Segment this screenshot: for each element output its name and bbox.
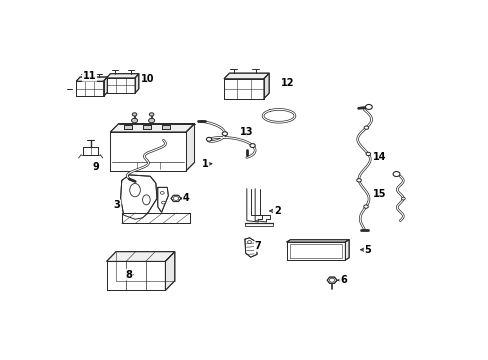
Text: 13: 13 (240, 127, 253, 138)
Circle shape (173, 197, 178, 201)
Polygon shape (121, 175, 157, 219)
Circle shape (131, 118, 137, 123)
Polygon shape (326, 277, 336, 283)
Polygon shape (224, 73, 268, 79)
Ellipse shape (129, 184, 140, 197)
Text: 7: 7 (254, 241, 261, 251)
Circle shape (132, 113, 137, 116)
Text: 6: 6 (339, 275, 346, 285)
Polygon shape (110, 132, 186, 171)
Text: 1: 1 (202, 159, 208, 169)
Circle shape (149, 113, 154, 116)
Polygon shape (165, 252, 175, 291)
Circle shape (222, 132, 227, 136)
Text: 12: 12 (281, 77, 294, 87)
Circle shape (206, 138, 211, 141)
Polygon shape (76, 81, 103, 96)
Circle shape (365, 104, 371, 109)
Polygon shape (158, 187, 168, 212)
Polygon shape (186, 123, 194, 171)
Polygon shape (286, 240, 348, 242)
Circle shape (364, 126, 368, 129)
Text: 4: 4 (183, 193, 189, 203)
Circle shape (161, 201, 165, 204)
Polygon shape (106, 74, 139, 78)
Text: 14: 14 (372, 152, 386, 162)
Polygon shape (124, 125, 132, 129)
Polygon shape (103, 77, 107, 96)
Circle shape (401, 197, 405, 200)
Polygon shape (345, 240, 348, 260)
Text: 11: 11 (82, 71, 96, 81)
Circle shape (160, 192, 164, 194)
Polygon shape (106, 252, 175, 261)
Polygon shape (244, 238, 257, 257)
Polygon shape (224, 79, 264, 99)
Polygon shape (171, 195, 181, 202)
Circle shape (329, 278, 334, 282)
Polygon shape (142, 125, 151, 129)
Polygon shape (162, 125, 170, 129)
Polygon shape (106, 78, 135, 93)
Polygon shape (110, 123, 194, 132)
Polygon shape (106, 261, 165, 291)
Polygon shape (264, 73, 268, 99)
Text: 2: 2 (273, 206, 280, 216)
Circle shape (148, 118, 154, 123)
Text: 8: 8 (125, 270, 132, 280)
Text: 15: 15 (372, 189, 386, 199)
Ellipse shape (142, 195, 150, 205)
Circle shape (366, 152, 370, 156)
Polygon shape (122, 213, 189, 223)
Text: 10: 10 (141, 74, 154, 84)
Text: 3: 3 (114, 201, 121, 210)
Polygon shape (83, 147, 98, 155)
Circle shape (363, 205, 367, 208)
Circle shape (247, 240, 251, 243)
Circle shape (356, 179, 361, 182)
Polygon shape (135, 74, 139, 93)
Polygon shape (286, 242, 345, 260)
Text: 9: 9 (93, 162, 100, 172)
Text: 5: 5 (364, 245, 371, 255)
Polygon shape (76, 77, 107, 81)
Circle shape (392, 172, 399, 176)
Circle shape (249, 144, 255, 148)
